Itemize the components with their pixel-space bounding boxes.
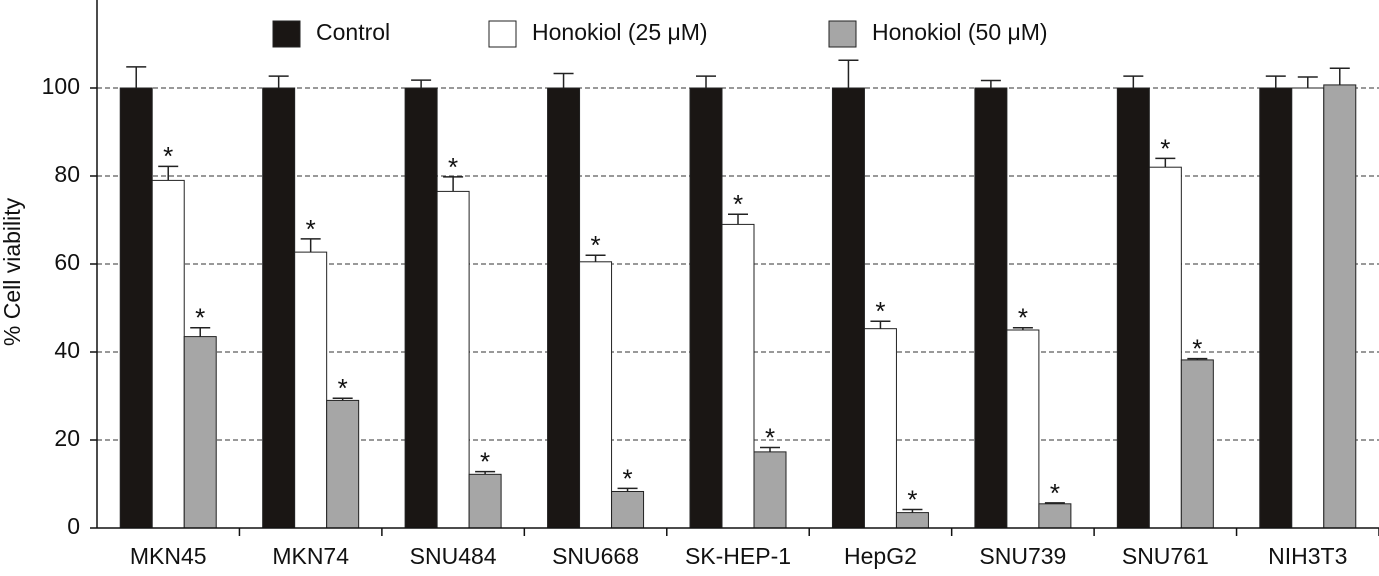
legend-label: Control <box>316 19 390 45</box>
legend-swatch <box>828 20 857 48</box>
error-bar <box>158 165 179 181</box>
y-tick-label: 60 <box>54 249 80 275</box>
bar <box>1323 84 1357 529</box>
x-tick-label: HepG2 <box>844 543 917 569</box>
significance-label: * <box>733 189 743 219</box>
error-bar <box>696 75 716 88</box>
y-tick-label: 0 <box>67 513 80 539</box>
y-tick-label: 20 <box>54 425 80 451</box>
y-axis-label: % Cell viability <box>0 197 25 346</box>
bar <box>895 512 929 529</box>
bar <box>326 399 360 529</box>
bar <box>183 336 217 529</box>
error-bar <box>728 213 748 225</box>
y-tick-label: 80 <box>54 161 80 187</box>
bar <box>468 473 502 529</box>
error-bar <box>553 72 574 88</box>
error-bar <box>838 59 859 88</box>
x-tick-label: SNU739 <box>979 543 1066 569</box>
bar <box>863 328 897 529</box>
x-tick-label: SNU484 <box>410 543 497 569</box>
x-tick-label: MKN74 <box>272 543 349 569</box>
error-bar <box>585 254 606 262</box>
significance-label: * <box>907 484 917 514</box>
significance-label: * <box>480 447 490 477</box>
error-bar <box>617 487 638 492</box>
bar <box>1006 329 1040 529</box>
error-bar <box>870 320 891 329</box>
bar <box>1148 166 1182 529</box>
x-tick-label: NIH3T3 <box>1268 543 1347 569</box>
significance-label: * <box>765 422 775 452</box>
significance-label: * <box>195 303 205 333</box>
bar <box>1259 87 1293 529</box>
error-bar <box>902 508 923 513</box>
error-bar <box>475 470 496 475</box>
error-bar <box>126 66 147 88</box>
significance-label: * <box>163 141 173 171</box>
error-bar <box>1329 67 1350 85</box>
y-tick-label: 100 <box>42 73 80 99</box>
error-bar <box>1044 502 1065 504</box>
bar <box>436 190 470 529</box>
legend-swatch <box>488 20 517 48</box>
error-bar <box>1123 75 1144 88</box>
error-bar <box>980 79 1001 88</box>
bar <box>689 87 723 529</box>
significance-label: * <box>448 152 458 182</box>
bar <box>579 261 613 529</box>
x-tick-label: SNU761 <box>1122 543 1209 569</box>
bar <box>1291 87 1325 529</box>
significance-label: * <box>338 373 348 403</box>
bar <box>974 87 1008 529</box>
significance-label: * <box>875 296 885 326</box>
bar <box>262 87 296 529</box>
bar <box>547 87 581 529</box>
error-bar <box>1187 357 1208 360</box>
error-bar <box>300 238 321 253</box>
error-bar <box>332 397 353 401</box>
error-bar <box>268 75 289 88</box>
bar <box>721 223 755 529</box>
bar <box>831 87 865 529</box>
x-tick-label: SNU668 <box>552 543 639 569</box>
x-tick-label: SK-HEP-1 <box>685 543 791 569</box>
bar <box>1116 87 1150 529</box>
bar <box>611 490 645 529</box>
bar <box>404 87 438 529</box>
error-bar <box>443 176 464 192</box>
significance-label: * <box>622 463 632 493</box>
error-bar <box>1155 157 1176 168</box>
error-bar <box>190 327 211 337</box>
significance-label: * <box>1160 133 1170 163</box>
error-bar <box>411 79 432 88</box>
legend-label: Honokiol (50 μM) <box>872 19 1048 45</box>
error-bar <box>1012 327 1033 330</box>
significance-label: * <box>590 230 600 260</box>
error-bar <box>1265 75 1286 88</box>
significance-label: * <box>1050 478 1060 508</box>
significance-label: * <box>1018 303 1028 333</box>
error-bar <box>1297 76 1318 88</box>
y-tick-label: 40 <box>54 337 80 363</box>
bar <box>151 179 185 529</box>
bar <box>1180 359 1214 529</box>
bar <box>753 451 787 529</box>
significance-label: * <box>306 214 316 244</box>
significance-label: * <box>1192 333 1202 363</box>
x-tick-label: MKN45 <box>130 543 207 569</box>
error-bar <box>760 446 780 452</box>
bar <box>119 87 153 529</box>
bar <box>294 251 328 529</box>
legend-swatch <box>272 20 301 48</box>
legend-label: Honokiol (25 μM) <box>532 19 708 45</box>
